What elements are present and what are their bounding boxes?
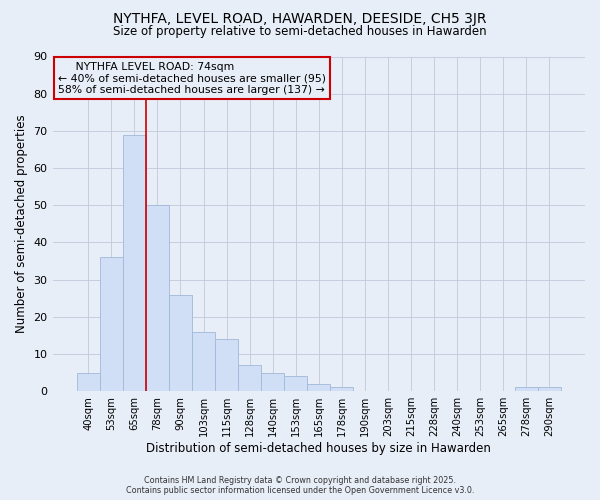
Bar	[284, 376, 307, 391]
Text: Size of property relative to semi-detached houses in Hawarden: Size of property relative to semi-detach…	[113, 25, 487, 38]
Text: NYTHFA LEVEL ROAD: 74sqm
← 40% of semi-detached houses are smaller (95)
58% of s: NYTHFA LEVEL ROAD: 74sqm ← 40% of semi-d…	[58, 62, 326, 94]
Bar	[77, 372, 100, 391]
X-axis label: Distribution of semi-detached houses by size in Hawarden: Distribution of semi-detached houses by …	[146, 442, 491, 455]
Bar	[146, 206, 169, 391]
Y-axis label: Number of semi-detached properties: Number of semi-detached properties	[15, 114, 28, 333]
Bar	[307, 384, 330, 391]
Text: NYTHFA, LEVEL ROAD, HAWARDEN, DEESIDE, CH5 3JR: NYTHFA, LEVEL ROAD, HAWARDEN, DEESIDE, C…	[113, 12, 487, 26]
Bar	[169, 294, 192, 391]
Bar	[261, 372, 284, 391]
Bar	[215, 339, 238, 391]
Bar	[538, 388, 561, 391]
Text: Contains HM Land Registry data © Crown copyright and database right 2025.
Contai: Contains HM Land Registry data © Crown c…	[126, 476, 474, 495]
Bar	[123, 134, 146, 391]
Bar	[100, 258, 123, 391]
Bar	[515, 388, 538, 391]
Bar	[330, 388, 353, 391]
Bar	[238, 365, 261, 391]
Bar	[192, 332, 215, 391]
